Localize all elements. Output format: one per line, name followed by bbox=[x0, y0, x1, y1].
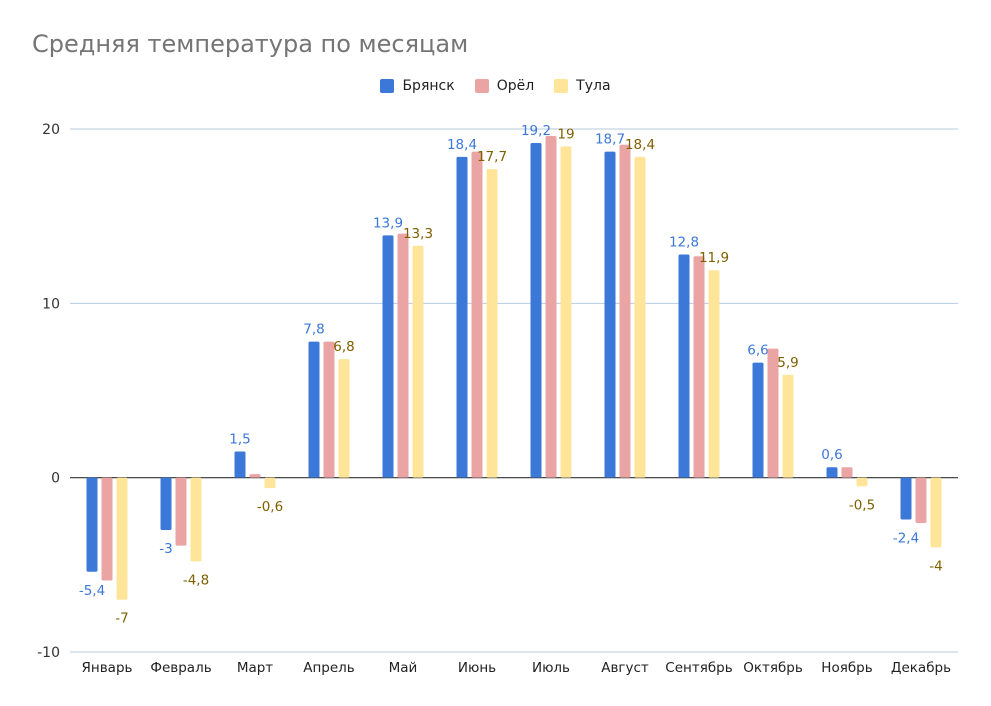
data-label: -0,5 bbox=[849, 497, 875, 513]
bar bbox=[486, 169, 498, 478]
bar bbox=[190, 477, 202, 562]
legend-item-tula[interactable]: Тула bbox=[554, 78, 611, 94]
x-tick-label: Февраль bbox=[150, 660, 211, 676]
bar bbox=[456, 156, 468, 478]
bar bbox=[826, 467, 838, 478]
y-tick-label: 10 bbox=[42, 296, 60, 312]
bar bbox=[900, 477, 912, 520]
data-label: -7 bbox=[115, 611, 128, 627]
bar bbox=[412, 245, 424, 478]
data-label: -5,4 bbox=[79, 583, 105, 599]
bar bbox=[234, 451, 246, 478]
data-label: 1,5 bbox=[229, 432, 250, 448]
data-label: 18,7 bbox=[595, 132, 625, 148]
legend-label-tula: Тула bbox=[576, 78, 611, 94]
bar bbox=[619, 144, 631, 478]
data-label: 11,9 bbox=[699, 250, 729, 266]
bar bbox=[264, 477, 276, 489]
bar bbox=[323, 341, 335, 478]
data-label: 13,3 bbox=[403, 226, 433, 242]
bar bbox=[175, 477, 187, 546]
data-label: 6,6 bbox=[747, 343, 768, 359]
bar bbox=[471, 151, 483, 478]
data-label: -4 bbox=[929, 558, 942, 574]
bar bbox=[397, 233, 409, 478]
x-tick-label: Январь bbox=[82, 660, 133, 676]
bar bbox=[604, 151, 616, 478]
bar bbox=[678, 254, 690, 478]
bar bbox=[782, 374, 794, 478]
x-tick-label: Май bbox=[389, 660, 418, 676]
data-label: 13,9 bbox=[373, 215, 403, 231]
bar bbox=[693, 256, 705, 478]
legend: Брянск Орёл Тула bbox=[0, 78, 991, 94]
bar bbox=[930, 477, 942, 548]
legend-swatch-bryansk bbox=[380, 79, 395, 93]
bar bbox=[86, 477, 98, 572]
legend-swatch-tula bbox=[554, 79, 569, 93]
bar bbox=[752, 362, 764, 478]
x-tick-label: Июль bbox=[532, 660, 570, 676]
legend-item-bryansk[interactable]: Брянск bbox=[380, 78, 455, 94]
data-label: 18,4 bbox=[447, 137, 477, 153]
y-tick-label: 0 bbox=[51, 471, 60, 487]
legend-swatch-orel bbox=[474, 79, 489, 93]
x-tick-label: Август bbox=[601, 660, 649, 676]
data-label: 12,8 bbox=[669, 235, 699, 251]
bar bbox=[116, 477, 128, 600]
data-label: 7,8 bbox=[303, 322, 324, 338]
data-label: -0,6 bbox=[257, 499, 283, 515]
bar bbox=[530, 142, 542, 478]
data-label: 19,2 bbox=[521, 123, 551, 139]
bar bbox=[856, 477, 868, 487]
x-tick-label: Октябрь bbox=[743, 660, 803, 676]
bar bbox=[841, 467, 853, 478]
y-tick-label: -10 bbox=[37, 645, 60, 661]
y-tick-label: 20 bbox=[42, 122, 60, 138]
bar bbox=[160, 477, 172, 530]
bar bbox=[767, 348, 779, 478]
bar bbox=[545, 135, 557, 478]
data-label: 19 bbox=[557, 126, 574, 142]
data-label: 0,6 bbox=[821, 447, 842, 463]
data-label: 5,9 bbox=[777, 355, 798, 371]
legend-label-bryansk: Брянск bbox=[402, 78, 455, 94]
x-tick-label: Апрель bbox=[303, 660, 355, 676]
data-label: 17,7 bbox=[477, 149, 507, 165]
data-label: -2,4 bbox=[893, 531, 919, 547]
data-label: -4,8 bbox=[183, 572, 209, 588]
bar bbox=[101, 477, 113, 581]
legend-item-orel[interactable]: Орёл bbox=[474, 78, 535, 94]
bar bbox=[338, 359, 350, 478]
x-tick-label: Ноябрь bbox=[821, 660, 872, 676]
bar bbox=[634, 156, 646, 478]
bar bbox=[382, 235, 394, 478]
chart-title: Средняя температура по месяцам bbox=[32, 30, 469, 58]
bar bbox=[915, 477, 927, 523]
bar bbox=[308, 341, 320, 478]
bar bbox=[249, 474, 261, 478]
x-tick-label: Март bbox=[237, 660, 273, 676]
data-label: 6,8 bbox=[333, 339, 354, 355]
legend-label-orel: Орёл bbox=[496, 78, 535, 94]
bar bbox=[708, 270, 720, 478]
x-tick-label: Декабрь bbox=[891, 660, 951, 676]
x-tick-label: Сентябрь bbox=[665, 660, 732, 676]
bar bbox=[560, 146, 572, 478]
data-label: 18,4 bbox=[625, 137, 655, 153]
data-label: -3 bbox=[159, 541, 172, 557]
x-tick-label: Июнь bbox=[458, 660, 496, 676]
